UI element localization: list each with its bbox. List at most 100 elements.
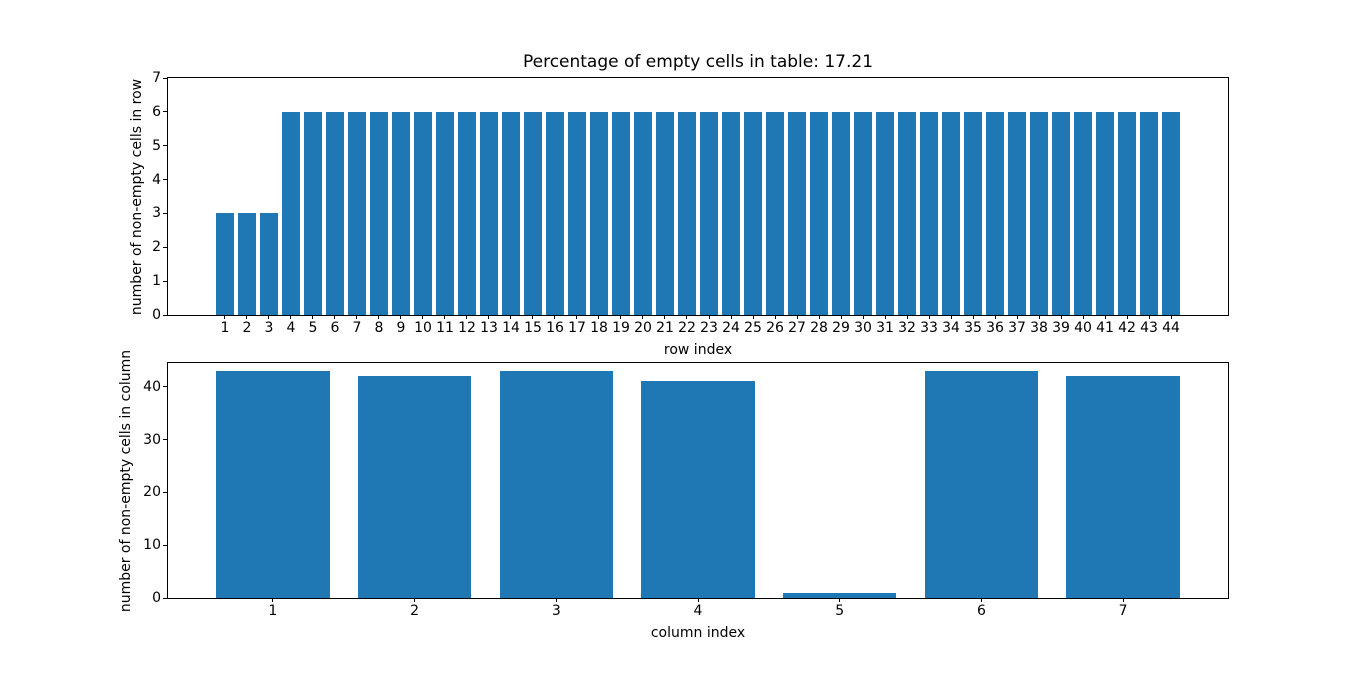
x-tick-label: 14 <box>502 320 520 336</box>
x-tick-mark <box>774 315 776 319</box>
y-tick-label: 30 <box>143 431 161 448</box>
x-tick-mark <box>268 315 270 319</box>
x-tick-label: 5 <box>308 320 318 336</box>
x-tick-label: 4 <box>286 320 296 336</box>
x-tick-label: 31 <box>876 320 894 336</box>
x-tick-label: 13 <box>480 320 498 336</box>
x-tick-mark <box>598 315 600 319</box>
y-tick-label: 40 <box>143 378 161 395</box>
bar-10 <box>414 111 432 315</box>
x-tick-label: 42 <box>1118 320 1136 336</box>
bar-2 <box>357 376 472 598</box>
x-tick-mark <box>950 315 952 319</box>
bar-18 <box>590 111 608 315</box>
bar-34 <box>942 111 960 315</box>
x-tick-mark <box>290 315 292 319</box>
x-tick-label: 15 <box>524 320 542 336</box>
y-tick-mark <box>163 246 167 248</box>
x-tick-mark <box>796 315 798 319</box>
bar-28 <box>810 111 828 315</box>
x-tick-label: 4 <box>693 603 703 619</box>
bar-27 <box>788 111 806 315</box>
chart-title: Percentage of empty cells in table: 17.2… <box>522 52 874 72</box>
bar-7 <box>348 111 366 315</box>
bar-31 <box>876 111 894 315</box>
x-tick-label: 18 <box>590 320 608 336</box>
y-tick-label: 2 <box>152 239 161 256</box>
y-tick-label: 20 <box>143 484 161 501</box>
y-tick-mark <box>163 111 167 113</box>
column-bar-chart: 1 2 3 4 5 6 7 0 10 20 30 40 <box>143 362 1229 618</box>
x-tick-mark <box>906 315 908 319</box>
x-tick-label: 40 <box>1074 320 1092 336</box>
x-tick-label: 2 <box>410 603 420 619</box>
x-tick-mark <box>664 315 666 319</box>
x-tick-mark <box>884 315 886 319</box>
bar-40 <box>1074 111 1092 315</box>
bar-32 <box>898 111 916 315</box>
x-tick-label: 34 <box>942 320 960 336</box>
x-tick-label: 30 <box>854 320 872 336</box>
bar-6 <box>326 111 344 315</box>
x-tick-mark <box>224 315 226 319</box>
x-tick-mark <box>1170 315 1172 319</box>
x-tick-label: 17 <box>568 320 586 336</box>
y-tick-label: 0 <box>152 590 161 606</box>
x-tick-label: 1 <box>220 320 230 336</box>
bar-15 <box>524 111 542 315</box>
bar-14 <box>502 111 520 315</box>
x-tick-label: 23 <box>700 320 718 336</box>
bar-30 <box>854 111 872 315</box>
x-tick-label: 37 <box>1008 320 1026 336</box>
x-tick-label: 41 <box>1096 320 1114 336</box>
x-tick-label: 26 <box>766 320 784 336</box>
x-tick-mark <box>730 315 732 319</box>
bar-36 <box>986 111 1004 315</box>
x-tick-label: 3 <box>264 320 274 336</box>
row-chart-x-axis-label: row index <box>663 342 733 358</box>
bar-38 <box>1030 111 1048 315</box>
x-tick-label: 35 <box>964 320 982 336</box>
x-tick-mark <box>928 315 930 319</box>
bar-25 <box>744 111 762 315</box>
x-tick-label: 6 <box>330 320 340 336</box>
x-tick-label: 39 <box>1052 320 1070 336</box>
x-tick-mark <box>862 315 864 319</box>
bar-8 <box>370 111 388 315</box>
x-tick-label: 5 <box>835 603 845 619</box>
x-tick-label: 9 <box>396 320 406 336</box>
x-tick-mark <box>1126 315 1128 319</box>
x-tick-mark <box>576 315 578 319</box>
x-tick-mark <box>356 315 358 319</box>
bar-26 <box>766 111 784 315</box>
bar-16 <box>546 111 564 315</box>
bar-12 <box>458 111 476 315</box>
x-tick-mark <box>414 598 416 602</box>
x-tick-mark <box>840 315 842 319</box>
bar-5 <box>304 111 322 315</box>
bar-3 <box>260 213 278 315</box>
y-tick-mark <box>163 145 167 147</box>
x-tick-mark <box>312 315 314 319</box>
bar-24 <box>722 111 740 315</box>
y-tick-mark <box>163 77 167 79</box>
bar-19 <box>612 111 630 315</box>
bar-21 <box>656 111 674 315</box>
column-chart-y-axis-label: number of non-empty cells in column <box>118 349 134 613</box>
bar-4 <box>641 381 755 598</box>
bar-17 <box>568 111 586 315</box>
bar-6 <box>924 370 1039 598</box>
x-tick-label: 7 <box>352 320 362 336</box>
x-tick-label: 10 <box>414 320 432 336</box>
bar-11 <box>436 111 454 315</box>
x-tick-label: 38 <box>1030 320 1048 336</box>
x-tick-mark <box>532 315 534 319</box>
y-tick-label: 6 <box>152 103 161 120</box>
x-tick-mark <box>444 315 446 319</box>
bar-3 <box>499 370 613 598</box>
y-tick-label: 3 <box>152 205 161 222</box>
y-tick-mark <box>163 179 167 181</box>
y-tick-label: 0 <box>152 307 161 323</box>
column-chart-x-axis-label: column index <box>650 625 746 641</box>
